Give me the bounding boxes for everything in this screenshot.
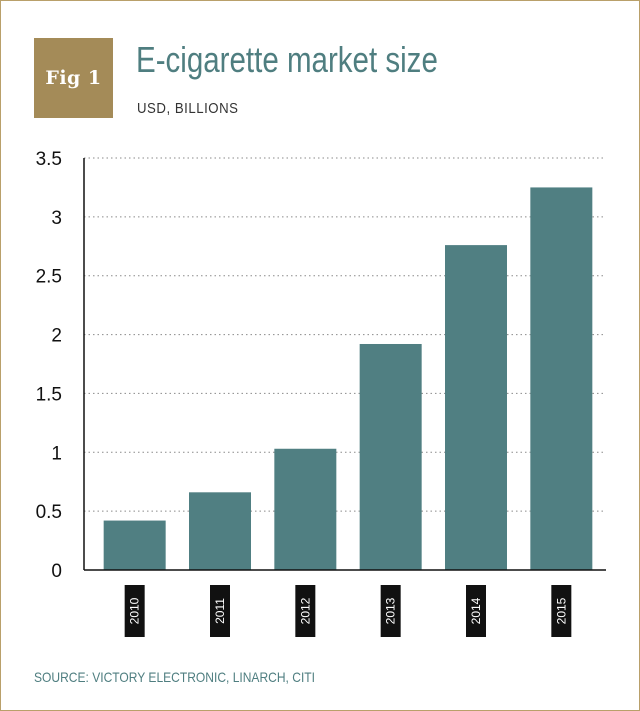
y-tick-labels: 0 0.5 1 1.5 2 2.5 3 3.5	[36, 149, 62, 582]
chart-subtitle: USD, BILLIONS	[137, 100, 239, 117]
y-tick-label: 0	[51, 561, 62, 582]
y-tick-label: 3	[51, 208, 62, 229]
bars	[103, 187, 593, 570]
x-tick-label: 2010	[128, 597, 142, 624]
x-tick-label: 2011	[213, 598, 227, 624]
gridlines	[84, 157, 606, 512]
y-tick-label: 2	[51, 326, 62, 347]
x-tick-label-box	[210, 585, 230, 637]
x-tick-label: 2014	[469, 597, 483, 624]
y-tick-label: 2.5	[36, 267, 62, 288]
y-tick-label: 3.5	[36, 149, 62, 170]
x-tick-label-box	[380, 585, 401, 637]
bar-2011	[189, 492, 251, 570]
bar-2013	[359, 343, 422, 570]
figure-number-badge: Fig 1	[34, 38, 113, 118]
x-tick-label: 2012	[298, 597, 312, 624]
y-tick-label: 0.5	[36, 502, 62, 523]
bar-2010	[103, 520, 166, 570]
y-tick-label: 1	[51, 443, 62, 464]
x-tick-labels: 2010 2011 2012 2013 2014 2015	[124, 585, 572, 637]
x-tick-label-box	[295, 585, 316, 637]
chart-title: E-cigarette market size	[136, 39, 438, 80]
x-tick-label: 2013	[384, 597, 398, 624]
x-tick-label-box	[551, 585, 572, 637]
bar-2012	[274, 448, 337, 570]
y-tick-label: 1.5	[36, 384, 62, 405]
bar-2015	[530, 187, 593, 570]
bar-2014	[445, 245, 507, 570]
axes	[83, 158, 606, 571]
source-note: SOURCE: VICTORY ELECTRONIC, LINARCH, CIT…	[34, 669, 315, 685]
x-tick-label-box	[124, 585, 145, 637]
x-tick-label: 2015	[554, 597, 568, 624]
x-tick-label-box	[466, 585, 486, 637]
